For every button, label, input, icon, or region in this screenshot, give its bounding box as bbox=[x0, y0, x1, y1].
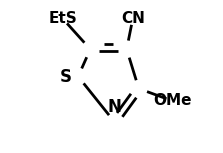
Text: OMe: OMe bbox=[153, 93, 191, 108]
Text: EtS: EtS bbox=[49, 11, 77, 26]
Text: N: N bbox=[107, 98, 122, 116]
Text: S: S bbox=[60, 67, 72, 86]
Text: CN: CN bbox=[121, 11, 145, 26]
